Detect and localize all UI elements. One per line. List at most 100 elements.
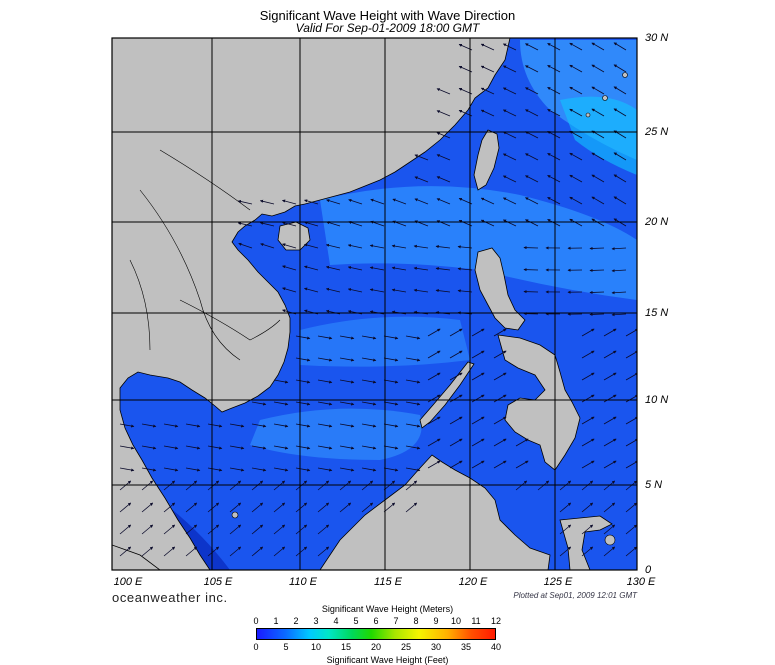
wave-arrow (436, 198, 451, 205)
wave-arrow (525, 197, 539, 205)
wave-arrow (259, 221, 275, 227)
wave-arrow (405, 379, 421, 384)
wave-arrow (581, 524, 594, 535)
wave-arrow (325, 265, 341, 271)
wave-arrow (502, 65, 517, 73)
wave-arrow (303, 287, 319, 293)
wave-arrow (383, 445, 399, 450)
lon-label: 105 E (203, 576, 233, 588)
wave-arrow (493, 460, 507, 469)
wave-arrow (347, 266, 363, 271)
wave-arrow (611, 313, 627, 317)
wave-band-light (250, 408, 422, 460)
colorbar-meter-tick: 10 (450, 616, 462, 626)
wave-arrow (581, 372, 595, 381)
wave-arrow (414, 154, 429, 161)
wave-arrow (427, 438, 441, 447)
colorbar-feet-tick: 5 (283, 642, 289, 652)
wave-arrow (141, 480, 154, 491)
wave-arrow (207, 546, 220, 557)
wave-arrow (625, 524, 637, 535)
wave-arrow (603, 460, 617, 469)
wave-arrow (591, 174, 605, 183)
wave-arrow (339, 480, 352, 491)
wave-arrow (515, 480, 528, 491)
wave-arrow (581, 480, 594, 491)
wave-arrow (525, 65, 539, 73)
brand-logo-text: oceanweather inc. (112, 590, 228, 605)
wave-arrow (502, 175, 517, 183)
wave-arrow (339, 379, 355, 384)
wave-arrow (251, 467, 267, 472)
wave-arrow (119, 480, 132, 491)
wave-arrow (119, 546, 132, 557)
wave-arrow (591, 152, 605, 161)
wave-arrow (282, 265, 297, 271)
wave-arrow (207, 423, 223, 428)
wave-arrow (547, 175, 561, 183)
wave-arrow (391, 266, 407, 271)
wave-arrow (207, 502, 220, 513)
wave-arrow (339, 401, 355, 406)
wave-arrow (405, 401, 421, 406)
wave-arrow (237, 199, 253, 205)
lon-label: 120 E (458, 576, 488, 588)
wave-arrow (493, 394, 507, 403)
wave-arrow (273, 502, 286, 513)
wave-arrow (603, 438, 617, 447)
wave-arrow (493, 438, 507, 447)
wave-arrow (613, 108, 627, 117)
wave-arrow (559, 524, 572, 535)
wave-arrow (229, 423, 245, 428)
wave-arrow (569, 42, 583, 51)
wave-arrow (163, 524, 176, 535)
lon-label: 115 E (374, 576, 402, 588)
wave-arrow (207, 480, 220, 491)
land-island (622, 72, 628, 78)
wave-arrow (141, 502, 154, 513)
colorbar-meter-tick: 1 (273, 616, 279, 626)
wave-arrow (471, 328, 485, 337)
wave-arrow (119, 467, 135, 472)
wave-arrow (625, 350, 637, 359)
land-philippines-south (497, 334, 581, 471)
wave-arrow (480, 197, 495, 205)
wave-arrow (259, 199, 275, 205)
wave-arrow (502, 43, 517, 51)
colorbar-meters-title: Significant Wave Height (Meters) (321, 604, 454, 614)
wave-arrow (427, 416, 441, 425)
colorbar-meter-tick: 6 (373, 616, 379, 626)
colorbar-meter-tick: 0 (253, 616, 259, 626)
wave-arrow (611, 291, 627, 295)
lon-label: 110 E (289, 576, 317, 588)
wave-arrow (449, 460, 463, 469)
wave-arrow (569, 64, 583, 73)
wave-arrow (317, 480, 330, 491)
wave-arrow (436, 176, 451, 183)
wave-arrow (383, 379, 399, 384)
wave-arrow (383, 423, 399, 428)
wave-arrow (273, 379, 289, 384)
colorbar (256, 628, 496, 640)
wave-arrow (569, 108, 583, 117)
wave-arrow (449, 416, 463, 425)
lat-label: 5 N (645, 479, 663, 491)
wave-arrow (339, 335, 355, 340)
wave-arrow (603, 480, 616, 491)
wave-arrow (581, 328, 595, 337)
wave-arrow (361, 502, 374, 513)
wave-arrow (229, 524, 242, 535)
wave-arrow (185, 423, 201, 428)
wave-arrow (163, 445, 179, 450)
wave-arrow (317, 357, 333, 362)
wave-arrow (207, 524, 220, 535)
wave-arrow (348, 198, 363, 205)
wave-arrow (427, 328, 441, 337)
wave-arrow (525, 109, 539, 117)
wave-arrow (282, 243, 297, 249)
wave-arrow (449, 394, 463, 403)
wave-arrow (369, 288, 385, 293)
wave-arrow (141, 524, 154, 535)
wave-arrow (295, 502, 308, 513)
